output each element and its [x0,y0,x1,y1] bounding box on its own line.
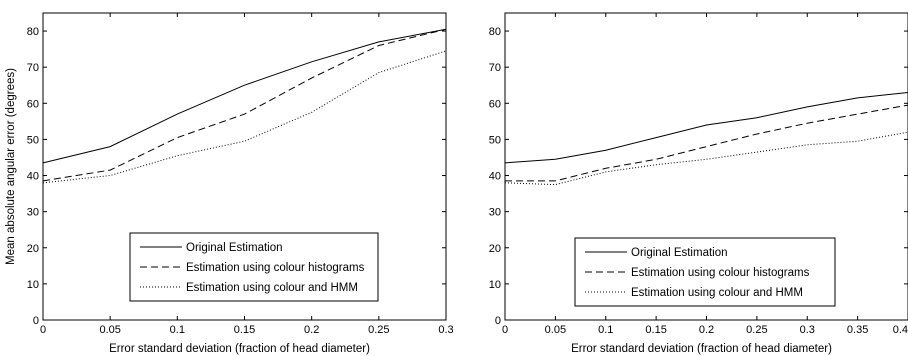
y-tick-label: 60 [489,98,501,110]
series-line-dashed [505,104,908,182]
x-tick-label: 0.05 [545,324,566,336]
y-tick-label: 10 [27,279,39,291]
series-line-solid [504,92,908,164]
x-tick-label: 0 [502,324,508,336]
y-tick-label: 0 [495,315,501,327]
x-tick-label: 0.3 [800,324,815,336]
legend-label: Estimation using colour and HMM [186,282,358,294]
y-tick-label: 70 [489,62,501,74]
legend: Original Estimation Estimation using colo… [129,232,379,302]
legend-label: Estimation using colour histograms [631,267,810,279]
x-tick-label: 0.2 [699,324,714,336]
y-tick-label: 50 [27,134,39,146]
x-tick-label: 0.3 [438,324,453,336]
y-tick-label: 30 [27,207,39,219]
x-tick-label: 0.35 [847,324,868,336]
x-tick-label: 0.1 [598,324,613,336]
y-tick-label: 80 [489,26,501,38]
series-line-dashed [42,28,447,182]
series-line-solid [42,28,447,164]
y-tick-label: 40 [489,171,501,183]
y-tick-label: 80 [27,26,39,38]
y-tick-label: 70 [27,62,39,74]
x-tick-label: 0.05 [99,324,120,336]
legend-label: Estimation using colour and HMM [631,287,803,299]
y-tick-label: 40 [27,171,39,183]
x-axis-label: Error standard deviation (fraction of he… [109,343,370,355]
x-tick-label: 0.15 [234,324,255,336]
y-tick-label: 20 [27,243,39,255]
legend: Original Estimation Estimation using colo… [574,237,836,307]
y-axis-label: Mean absolute angular error (degrees) [5,68,17,265]
x-axis-label: Error standard deviation (fraction of he… [571,343,832,355]
y-tick-label: 50 [489,134,501,146]
legend-label: Estimation using colour histograms [186,262,365,274]
x-tick-label: 0.15 [645,324,666,336]
series-line-dotted [504,131,908,186]
y-tick-label: 0 [33,315,39,327]
y-tick-label: 30 [489,207,501,219]
x-tick-label: 0.2 [304,324,319,336]
legend-label: Original Estimation [186,242,283,254]
legend-box [129,232,379,302]
x-tick-label: 0.4 [893,324,908,336]
y-tick-label: 20 [489,243,501,255]
y-tick-label: 60 [27,98,39,110]
x-tick-label: 0 [40,324,46,336]
x-tick-label: 0.25 [368,324,389,336]
chart-2: 0 10 20 30 40 50 60 70 80 0 0.05 0.1 0.15 0.2 0.25 0.3 0… [489,12,908,355]
legend-label: Original Estimation [631,247,728,259]
series-line-dotted [42,50,447,184]
y-tick-label: 10 [489,279,501,291]
x-tick-label: 0.1 [170,324,185,336]
chart-1: 0 10 20 30 40 50 60 70 80 0 0.05 0.1 0.15 0.2 0.25 0.3 E… [5,12,454,355]
x-tick-label: 0.25 [746,324,767,336]
